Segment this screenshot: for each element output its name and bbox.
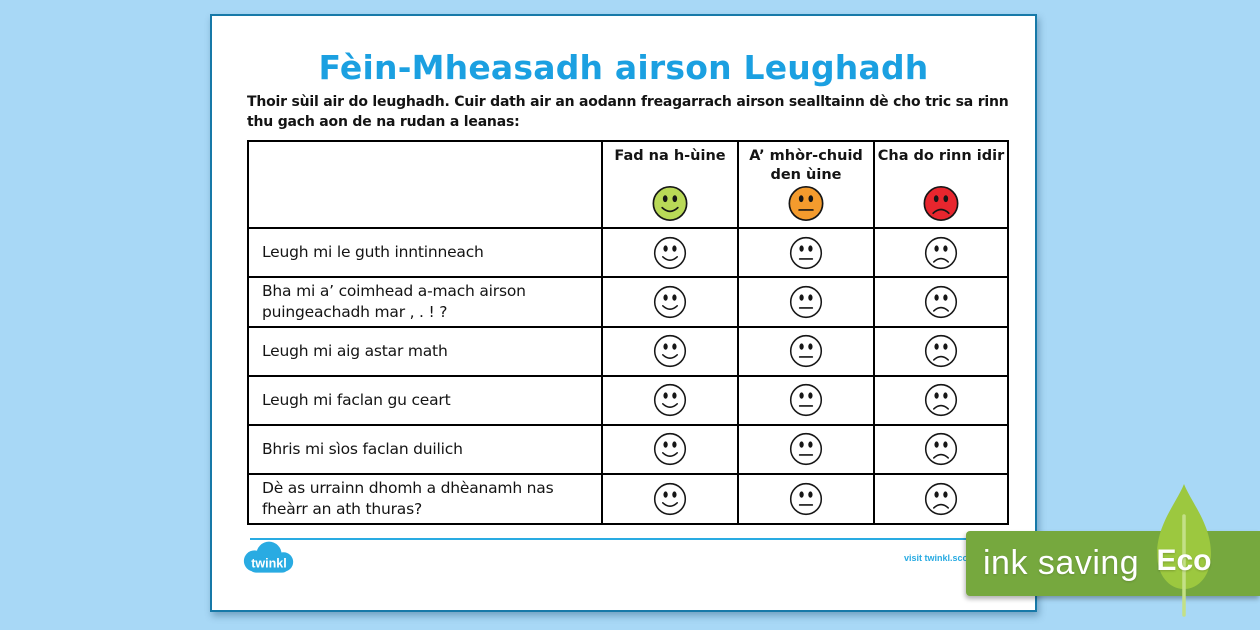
- page-title: Fèin-Mheasadh airson Leughadh: [318, 48, 929, 87]
- face-cell: [601, 423, 739, 475]
- visit-twinkl-link: visit twinkl.sco: [903, 553, 968, 563]
- footer-divider: [250, 538, 1030, 540]
- instructions-text: Thoir sùil air do leughadh. Cuir dath ai…: [247, 94, 1009, 131]
- happy-face-icon: [653, 383, 687, 417]
- table-row: Leugh mi aig astar math: [247, 325, 1009, 377]
- face-cell: [737, 276, 875, 328]
- table-row: Dè as urrainn dhomh a dhèanamh nas fheàr…: [247, 472, 1009, 525]
- eco-badge-label: Eco: [1156, 544, 1212, 577]
- column-label: A’ mhòr-chuid den ùine: [749, 148, 863, 183]
- sad-face-icon: [924, 383, 958, 417]
- red-sad-face-icon: [923, 185, 960, 222]
- face-cell: [601, 227, 739, 278]
- neutral-face-icon: [789, 334, 823, 368]
- ink-saving-banner: ink saving: [966, 531, 1260, 596]
- happy-face-icon: [653, 285, 687, 319]
- table-row: Leugh mi le guth inntinneach: [247, 227, 1009, 278]
- sad-face-icon: [924, 285, 958, 319]
- twinkl-logo: twinkl: [243, 541, 294, 573]
- eco-leaf-icon: [1157, 484, 1211, 617]
- ink-saving-label: ink saving: [983, 544, 1140, 582]
- face-cell: [601, 276, 739, 328]
- row-label: Bhris mi sìos faclan duilich: [247, 423, 603, 475]
- self-assessment-table: Fad na h-ùine A’ mhòr-chuid den ùine Cha…: [247, 140, 1009, 525]
- worksheet-page: Fèin-Mheasadh airson Leughadh Thoir sùil…: [210, 14, 1037, 612]
- row-label: Leugh mi faclan gu ceart: [247, 374, 603, 426]
- column-header-always: Fad na h-ùine: [601, 140, 739, 229]
- table-row: Bha mi a’ coimhead a-mach airson puingea…: [247, 276, 1009, 328]
- table-row: Bhris mi sìos faclan duilich: [247, 423, 1009, 475]
- happy-face-icon: [653, 482, 687, 516]
- face-cell: [601, 374, 739, 426]
- table-header-row: Fad na h-ùine A’ mhòr-chuid den ùine Cha…: [247, 140, 1009, 229]
- happy-face-icon: [653, 432, 687, 466]
- face-cell: [737, 423, 875, 475]
- column-label: Cha do rinn idir: [877, 148, 1005, 164]
- sad-face-icon: [924, 236, 958, 270]
- sad-face-icon: [924, 482, 958, 516]
- table-corner-spacer: [247, 140, 603, 229]
- row-label: Dè as urrainn dhomh a dhèanamh nas fheàr…: [247, 472, 603, 525]
- twinkl-logo-text: twinkl: [251, 557, 287, 571]
- row-label: Bha mi a’ coimhead a-mach airson puingea…: [247, 276, 603, 328]
- neutral-face-icon: [789, 236, 823, 270]
- face-cell: [601, 325, 739, 377]
- green-happy-face-icon: [652, 185, 689, 222]
- neutral-face-icon: [789, 285, 823, 319]
- neutral-face-icon: [789, 432, 823, 466]
- face-cell: [737, 325, 875, 377]
- orange-neutral-face-icon: [788, 185, 825, 222]
- face-cell: [737, 374, 875, 426]
- face-cell: [873, 423, 1009, 475]
- neutral-face-icon: [789, 383, 823, 417]
- face-cell: [601, 472, 739, 525]
- face-cell: [873, 227, 1009, 278]
- face-cell: [873, 325, 1009, 377]
- face-cell: [737, 227, 875, 278]
- neutral-face-icon: [789, 482, 823, 516]
- row-label: Leugh mi aig astar math: [247, 325, 603, 377]
- face-cell: [737, 472, 875, 525]
- table-row: Leugh mi faclan gu ceart: [247, 374, 1009, 426]
- column-header-mostly: A’ mhòr-chuid den ùine: [737, 140, 875, 229]
- sad-face-icon: [924, 432, 958, 466]
- happy-face-icon: [653, 334, 687, 368]
- column-label: Fad na h-ùine: [614, 148, 726, 164]
- face-cell: [873, 276, 1009, 328]
- happy-face-icon: [653, 236, 687, 270]
- column-header-never: Cha do rinn idir: [873, 140, 1009, 229]
- face-cell: [873, 472, 1009, 525]
- row-label: Leugh mi le guth inntinneach: [247, 227, 603, 278]
- sad-face-icon: [924, 334, 958, 368]
- face-cell: [873, 374, 1009, 426]
